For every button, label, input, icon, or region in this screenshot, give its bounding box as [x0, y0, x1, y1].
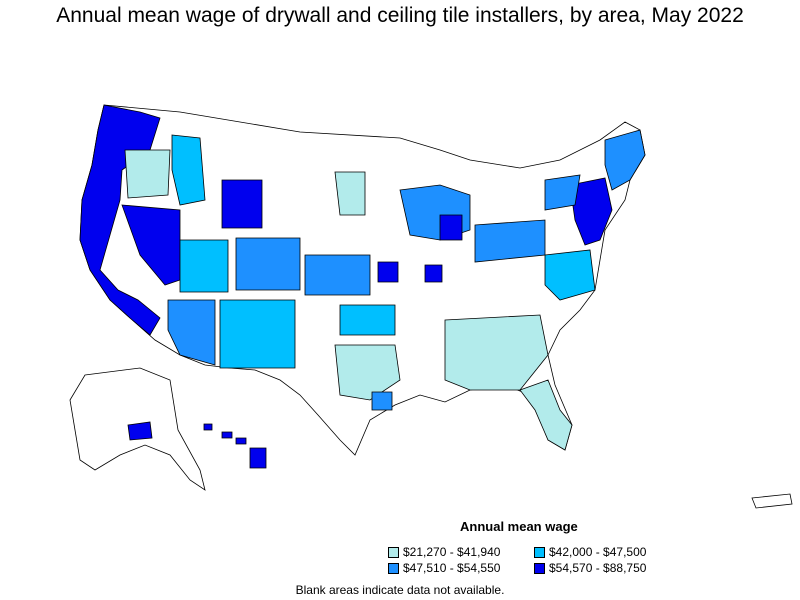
- legend-swatch-4: [534, 562, 545, 574]
- region-st-louis: [424, 264, 443, 283]
- region-kansas-city: [377, 261, 399, 283]
- legend-label-1: $21,270 - $41,940: [403, 545, 501, 559]
- region-houston: [371, 391, 393, 411]
- region-utah: [179, 239, 229, 293]
- legend-swatch-1: [388, 546, 399, 558]
- legend-item-2: $42,000 - $47,500: [534, 545, 646, 559]
- hawaii-island-2: [221, 431, 233, 439]
- map-title: Annual mean wage of drywall and ceiling …: [56, 4, 744, 27]
- region-arizona: [167, 299, 216, 366]
- region-wyoming: [221, 179, 263, 229]
- region-oklahoma: [339, 304, 396, 336]
- region-idaho: [171, 134, 206, 206]
- hawaii-island-4: [249, 447, 267, 469]
- legend-item-3: $47,510 - $54,550: [388, 561, 500, 575]
- legend-swatch-2: [534, 546, 545, 558]
- legend-label-3: $47,510 - $54,550: [403, 561, 501, 575]
- legend-item-1: $21,270 - $41,940: [388, 545, 500, 559]
- region-ohio-valley: [474, 219, 546, 263]
- hawaii-island-3: [235, 437, 247, 445]
- region-anchorage: [127, 421, 153, 441]
- footnote: Blank areas indicate data not available.: [295, 583, 505, 597]
- region-oregon-interior: [124, 149, 171, 199]
- legend-swatch-3: [388, 562, 399, 574]
- region-chicago: [439, 214, 463, 241]
- region-mid-atlantic: [544, 249, 596, 301]
- region-nevada: [121, 204, 181, 286]
- region-colorado: [235, 237, 301, 291]
- region-minnesota-north: [334, 171, 366, 216]
- region-florida: [519, 379, 573, 451]
- puerto-rico: [751, 493, 793, 509]
- region-new-mexico: [219, 299, 296, 369]
- legend-label-2: $42,000 - $47,500: [549, 545, 647, 559]
- region-northeast: [569, 177, 613, 246]
- region-new-england: [604, 129, 646, 191]
- legend-title: Annual mean wage: [460, 519, 578, 534]
- hawaii-island-1: [203, 423, 213, 431]
- region-texas-east: [334, 344, 401, 401]
- region-upstate-ny: [544, 174, 581, 211]
- legend-label-4: $54,570 - $88,750: [549, 561, 647, 575]
- legend-item-4: $54,570 - $88,750: [534, 561, 646, 575]
- region-kansas: [304, 254, 371, 296]
